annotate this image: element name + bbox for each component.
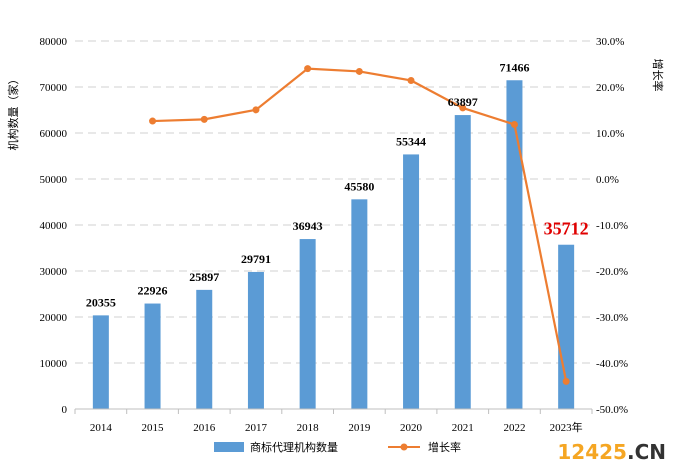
y-tick-label: 60000 [40,128,68,140]
y2-tick-label: 10.0% [596,128,624,140]
line-point [252,106,260,114]
bar-label: 20355 [86,295,116,309]
y-tick-label: 40000 [40,220,68,232]
x-tick-label: 2017 [245,422,268,434]
growth-line-series [149,65,570,385]
line-point [149,117,157,125]
x-tick-label: 2023年 [550,420,583,434]
bar [506,80,523,409]
x-tick-label: 2019 [348,422,371,434]
x-tick-label: 2022 [503,422,525,434]
x-axis: 2014 2015 2016 2017 2018 2019 2020 2021 2022 2023… [74,408,593,434]
bar-label: 63897 [448,95,478,109]
watermark-suffix: .CN [627,440,666,464]
svg-text:12425.CN: 12425.CN [557,440,666,464]
y-tick-label: 10000 [40,358,68,370]
y-tick-label: 70000 [40,82,68,94]
grid-lines [75,40,592,364]
y-tick-label: 30000 [40,266,68,278]
bar-label: 45580 [344,179,374,193]
y-tick-label: 50000 [40,174,68,186]
legend: 商标代理机构数量 增长率 [214,440,461,454]
bar-label: 25897 [189,270,219,284]
x-tick-label: 2020 [400,422,423,434]
legend-bar-label: 商标代理机构数量 [250,440,338,454]
x-tick-label: 2016 [193,422,216,434]
y2-tick-label: 0.0% [596,174,619,186]
y2-tick-label: 20.0% [596,82,624,94]
bar-label: 36943 [293,219,323,233]
y-axis-right: -50.0% -40.0% -30.0% -20.0% -10.0% 0.0% 10.0% 2… [596,36,628,416]
legend-bar-swatch [214,442,244,452]
bar [299,239,316,409]
y-tick-label: 20000 [40,312,68,324]
y2-tick-label: -30.0% [596,312,628,324]
bar [351,199,368,409]
bar-label: 29791 [241,252,271,266]
line-point [510,120,518,128]
bar [92,315,109,409]
bar-label: 71466 [499,60,529,74]
bar-series [92,80,575,410]
x-tick-label: 2018 [297,422,320,434]
x-tick-label: 2021 [452,422,474,434]
bar [403,154,420,409]
bar [454,115,471,410]
bar-label: 22926 [138,284,168,298]
watermark-logo: 12425.CN [557,440,666,464]
y-axis-title: 机构数量（家） [6,74,20,151]
line-point [459,104,467,112]
x-tick-label: 2015 [142,422,165,434]
x-tick-label: 2014 [90,422,113,434]
bar [247,271,264,409]
y2-tick-label: -40.0% [596,358,628,370]
line-point [304,65,312,73]
legend-line-marker [400,443,408,451]
y-axis-left: 0 10000 20000 30000 40000 50000 60000 70000 8000… [40,36,68,416]
y2-tick-label: -50.0% [596,404,628,416]
line-point [355,67,363,75]
y-tick-label: 0 [62,404,68,416]
legend-line-label: 增长率 [428,440,461,454]
bar-label: 55344 [396,134,426,148]
y2-tick-label: -10.0% [596,220,628,232]
watermark-main: 12425 [557,440,627,464]
bar [144,303,161,409]
bar-value-labels: 20355 22926 25897 29791 36943 45580 55344 63897… [86,60,589,309]
bar [196,289,213,409]
line-point [562,377,570,385]
y2-axis-title: 增长率 [651,59,665,92]
line-point [200,115,208,123]
y-tick-label: 80000 [40,36,68,48]
y2-tick-label: -20.0% [596,266,628,278]
line-point [407,76,415,84]
y2-tick-label: 30.0% [596,36,624,48]
highlighted-bar-label: 35712 [544,219,589,239]
bar [558,244,575,409]
